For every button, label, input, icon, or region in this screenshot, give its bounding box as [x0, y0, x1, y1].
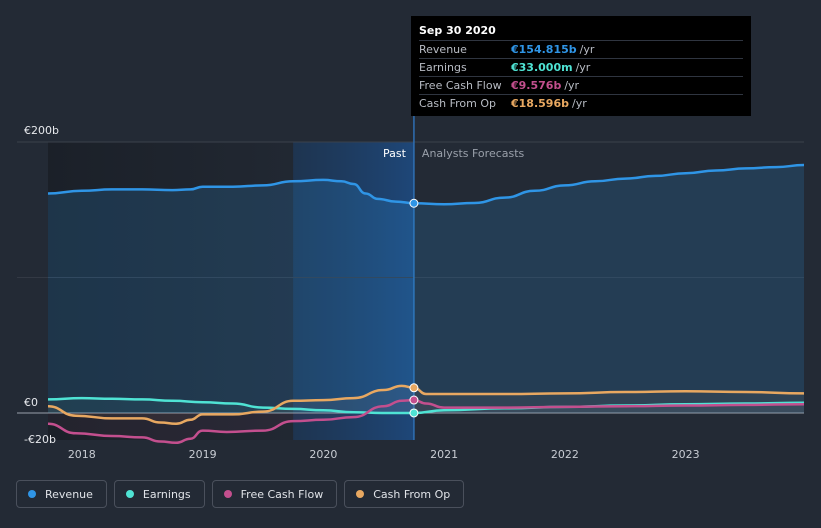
legend-dot-icon [356, 490, 365, 498]
legend-item-cash-from-op[interactable]: Cash From Op [344, 480, 465, 508]
free-cash-flow-line [47, 398, 805, 445]
x-tick-label: 2018 [68, 448, 96, 461]
forecast-label: Analysts Forecasts [422, 147, 525, 160]
legend-dot-icon [223, 490, 232, 498]
cash-from-op-area [48, 385, 804, 424]
earnings-area [48, 398, 804, 413]
x-tick-label: 2020 [309, 448, 337, 461]
tooltip-value: €9.576b [511, 79, 562, 92]
x-tick-label: 2021 [430, 448, 458, 461]
tooltip-label: Free Cash Flow [419, 79, 502, 92]
tooltip-date: Sep 30 2020 [419, 24, 496, 37]
tooltip-row-revenue: Revenue €154.815b /yr [419, 40, 743, 58]
tooltip-label: Cash From Op [419, 97, 497, 110]
cash-from-op-line [47, 384, 805, 426]
tooltip-unit: /yr [579, 43, 595, 56]
y-tick-label: €0 [24, 396, 38, 409]
cash-from-op-marker [409, 383, 419, 393]
legend-label: Revenue [45, 487, 93, 501]
legend-item-free-cash-flow[interactable]: Free Cash Flow [211, 480, 338, 508]
revenue-line [47, 163, 805, 206]
tooltip-value: €154.815b [511, 43, 577, 56]
revenue-marker [409, 198, 419, 208]
legend-label: Cash From Op [373, 487, 451, 501]
y-tick-label: -€20b [24, 433, 56, 446]
tooltip-label: Earnings [419, 61, 467, 74]
legend-dot-icon [125, 490, 134, 498]
x-tick-label: 2022 [551, 448, 579, 461]
tooltip-value: €33.000m [511, 61, 573, 74]
legend-label: Earnings [142, 487, 191, 501]
legend-item-revenue[interactable]: Revenue [16, 480, 107, 508]
x-tick-label: 2019 [189, 448, 217, 461]
tooltip-row-earnings: Earnings €33.000m /yr [419, 58, 743, 76]
tooltip-row-free-cash-flow: Free Cash Flow €9.576b /yr [419, 76, 743, 94]
data-tooltip: Sep 30 2020 Revenue €154.815b /yr Earnin… [411, 16, 751, 116]
free-cash-flow-area [48, 400, 804, 443]
tooltip-unit: /yr [564, 79, 580, 92]
x-tick-label: 2023 [672, 448, 700, 461]
legend-label: Free Cash Flow [240, 487, 324, 501]
earnings-marker [409, 408, 419, 418]
highlight-region [293, 142, 414, 440]
chart-legend: Revenue Earnings Free Cash Flow Cash Fro… [16, 480, 465, 510]
legend-dot-icon [28, 490, 36, 498]
tooltip-value: €18.596b [511, 97, 569, 110]
tooltip-row-cash-from-op: Cash From Op €18.596b /yr [419, 94, 743, 112]
y-tick-label: €200b [24, 124, 59, 137]
tooltip-unit: /yr [571, 97, 587, 110]
revenue-area [48, 165, 804, 413]
free-cash-flow-marker [409, 395, 419, 405]
tooltip-unit: /yr [575, 61, 591, 74]
past-label: Past [383, 147, 407, 160]
tooltip-label: Revenue [419, 43, 467, 56]
legend-item-earnings[interactable]: Earnings [113, 480, 205, 508]
